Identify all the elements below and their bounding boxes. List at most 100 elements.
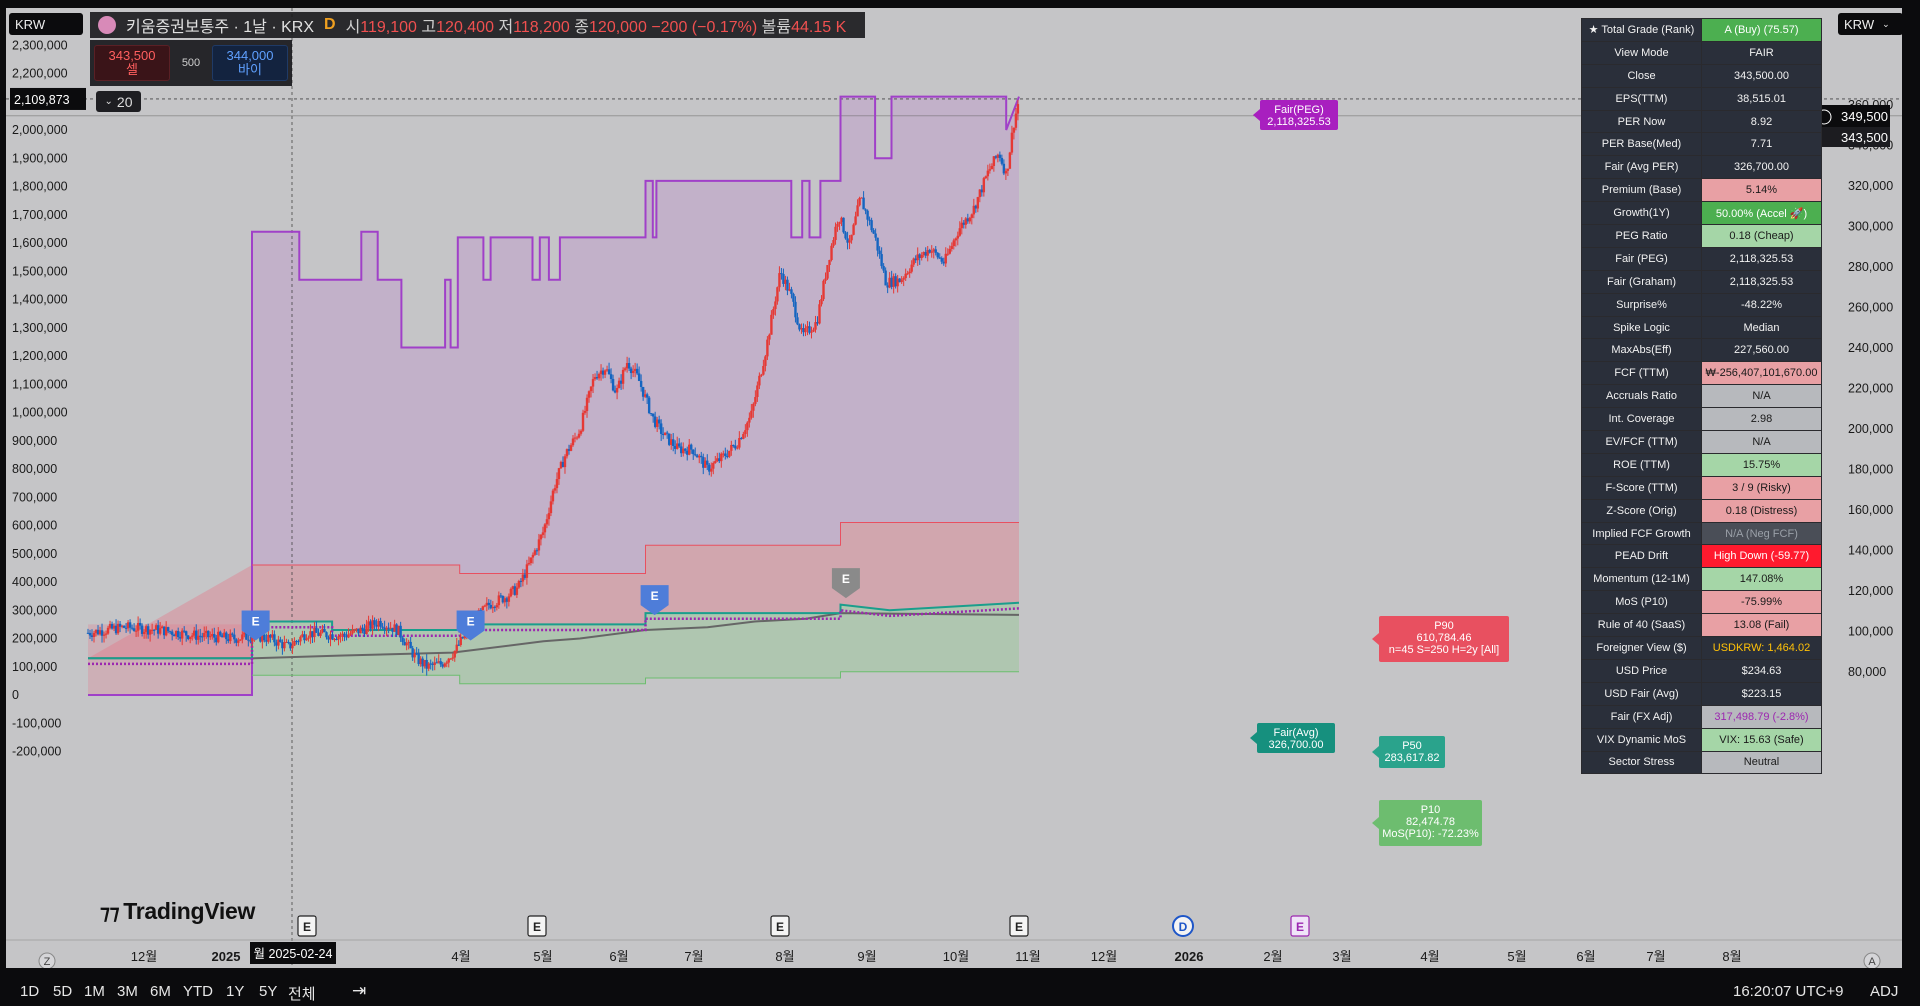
timeframe-button[interactable]: 5D [53, 983, 73, 1000]
candle-body [419, 658, 422, 665]
timeframe-button[interactable]: 전체 [288, 986, 316, 1003]
candle-body [233, 634, 236, 640]
candle-body [649, 413, 653, 415]
candle-body [393, 624, 396, 632]
sell-price: 343,500 [108, 48, 156, 63]
currency-selector-right[interactable]: KRW ⌄ [1838, 13, 1903, 35]
candle-body [886, 285, 889, 288]
candle-body [291, 645, 294, 649]
table-row: Growth(1Y) 50.00% (Accel 🚀) [1581, 201, 1822, 226]
x-axis-label: 2월 [1263, 949, 1282, 964]
candle-body [303, 634, 306, 641]
candle-body [970, 214, 974, 218]
candle-body [665, 432, 669, 434]
indicators-toggle-button[interactable]: ⌄ 20 [96, 91, 141, 112]
timeframe-button[interactable]: 6M [150, 983, 171, 1000]
candle-body [647, 397, 651, 414]
crosshair-date-tag [250, 942, 336, 964]
candle-body [802, 328, 805, 333]
candle-body [918, 254, 921, 258]
symbol-legend[interactable]: 키움증권보통주 · 1날 · KRX D 시119,100 고120,400 저… [90, 12, 865, 38]
candle-body [698, 455, 701, 458]
candle-body [329, 634, 332, 640]
date-range-icon[interactable]: ⇥ [352, 981, 367, 1000]
currency-selector-left[interactable]: KRW [9, 13, 83, 35]
candle-body [225, 632, 228, 640]
candle-body [818, 304, 821, 324]
table-row: FCF (TTM) ₩-256,407,101,670.00 [1581, 361, 1822, 386]
candle-body [928, 249, 931, 253]
candle-body [539, 534, 543, 540]
candle-body [669, 439, 673, 445]
candle-body [219, 631, 222, 636]
candle-body [307, 637, 310, 639]
p50-label-box [1379, 736, 1445, 768]
candle-body [515, 587, 519, 595]
close-value: 120,000 [589, 19, 647, 36]
candle-body [744, 430, 747, 435]
candle-body [341, 633, 344, 636]
table-key: PEAD Drift [1581, 544, 1702, 569]
table-key: Z-Score (Orig) [1581, 498, 1702, 523]
right-axis-tick: 280,000 [1848, 260, 1893, 274]
candle-body [182, 630, 186, 632]
candle-body [651, 413, 655, 417]
candle-body [629, 368, 633, 374]
timeframe-button[interactable]: 3M [117, 983, 138, 1000]
candle-body [343, 633, 346, 636]
candle-body [760, 374, 763, 376]
candle-body [878, 250, 881, 255]
table-value: $223.15 [1701, 681, 1822, 706]
table-key: Rule of 40 (SaaS) [1581, 613, 1702, 638]
candle-body [180, 630, 184, 639]
table-row: PER Base(Med) 7.71 [1581, 132, 1822, 157]
clock[interactable]: 16:20:07 UTC+9 [1733, 983, 1844, 1000]
candle-body [708, 464, 711, 472]
table-row: View Mode FAIR [1581, 40, 1822, 65]
table-key: Int. Coverage [1581, 407, 1702, 432]
candle-body [655, 419, 659, 427]
candle-body [599, 370, 603, 374]
candle-body [659, 423, 663, 434]
candle-body [142, 631, 146, 634]
candle-body [116, 623, 120, 634]
candle-body [537, 539, 541, 551]
adjust-button[interactable]: ADJ [1870, 983, 1899, 1000]
candle-body [174, 630, 178, 637]
candle-body [678, 443, 681, 447]
timeframe-button[interactable]: 1Y [226, 983, 245, 1000]
sell-button[interactable]: 343,500 셀 [94, 45, 170, 81]
x-axis-label: 12월 [1091, 949, 1117, 964]
candle-body [140, 625, 144, 634]
candle-body [764, 356, 767, 366]
candle-body [798, 324, 801, 330]
right-axis-tick: 220,000 [1848, 382, 1893, 396]
candle-body [824, 278, 827, 281]
x-axis-label: 7월 [684, 949, 703, 964]
candle-body [134, 630, 138, 632]
candle-body [792, 293, 795, 302]
candle-body [301, 634, 304, 637]
candle-body [633, 368, 637, 371]
candle-body [756, 385, 759, 398]
timeframe-button[interactable]: 5Y [259, 983, 278, 1000]
timeline-marker-label: E [303, 920, 311, 934]
earnings-event-marker [640, 585, 669, 616]
candles [86, 100, 1020, 676]
buy-button[interactable]: 344,000 바이 [212, 45, 288, 81]
candle-body [1002, 163, 1006, 174]
price-chart[interactable]: EEEE2,300,0002,200,0002,100,0002,000,000… [6, 8, 1902, 968]
timeframe-button[interactable]: 1D [20, 983, 40, 1000]
timeframe-button[interactable]: YTD [183, 983, 213, 1000]
table-key: Spike Logic [1581, 315, 1702, 340]
tradingview-logo[interactable]: ⁊⁊ TradingView [100, 898, 255, 925]
candle-body [726, 456, 729, 458]
candle-body [231, 633, 234, 635]
timeframe-button[interactable]: 1M [84, 983, 105, 1000]
candle-body [657, 419, 661, 424]
candle-body [804, 328, 807, 333]
symbol-title[interactable]: 키움증권보통주 · 1날 · KRX [126, 19, 314, 36]
table-key: USD Fair (Avg) [1581, 681, 1702, 706]
earnings-marker [770, 915, 790, 937]
table-key: EV/FCF (TTM) [1581, 430, 1702, 454]
